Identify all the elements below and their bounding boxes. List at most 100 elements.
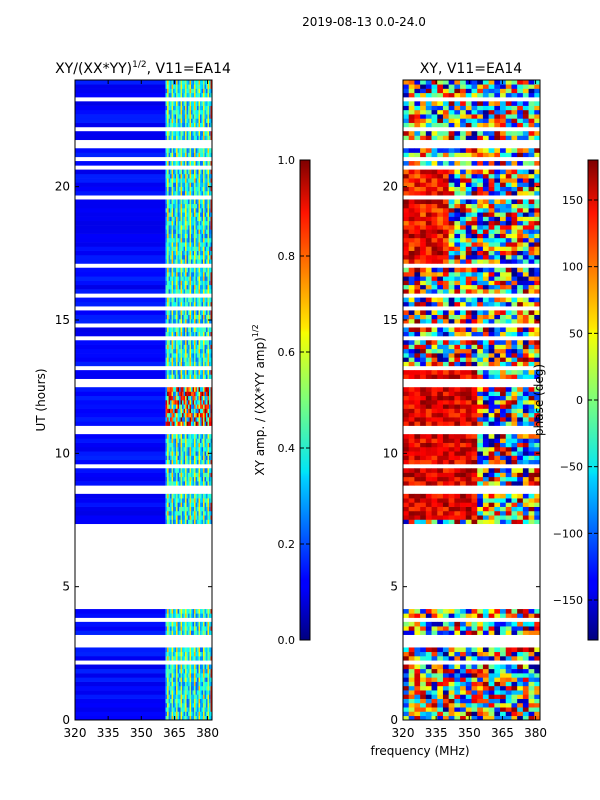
- left-heatmap-cell: [174, 80, 177, 85]
- left-heatmap-cell: [180, 472, 183, 478]
- left-heatmap-cell: [207, 668, 210, 674]
- right-heatmap-cell: [454, 361, 461, 367]
- left-heatmap-cell: [168, 451, 171, 456]
- left-heatmap-cell: [200, 498, 202, 503]
- left-heatmap-cell: [204, 327, 207, 333]
- left-heatmap-cell: [200, 267, 202, 273]
- right-heatmap-cell: [482, 438, 489, 443]
- left-heatmap-cell: [176, 498, 178, 503]
- right-heatmap-cell: [414, 301, 421, 307]
- left-heatmap-cell: [180, 668, 183, 674]
- right-heatmap-cell: [511, 609, 518, 614]
- left-heatmap-cell: [210, 690, 212, 695]
- left-heatmap-cell: [192, 711, 195, 717]
- left-heatmap-cell: [188, 331, 190, 337]
- left-heatmap-cell: [186, 656, 189, 661]
- right-heatmap-cell: [448, 408, 455, 414]
- right-heatmap-cell: [477, 702, 484, 708]
- left-heatmap-cell: [174, 344, 177, 350]
- right-heatmap-cell: [460, 698, 467, 704]
- left-heatmap-cell: [188, 237, 190, 243]
- right-heatmap-cell: [442, 493, 449, 499]
- right-heatmap-cell: [403, 387, 410, 392]
- right-heatmap-cell: [511, 289, 518, 294]
- right-heatmap-cell: [403, 370, 410, 375]
- right-heatmap-cell: [505, 370, 512, 375]
- left-heatmap-cell: [198, 515, 201, 520]
- right-heatmap-cell: [517, 455, 524, 461]
- left-heatmap-cell: [210, 609, 212, 614]
- left-heatmap-cell: [195, 446, 198, 452]
- right-heatmap-cell: [460, 519, 467, 525]
- left-heatmap-cell: [185, 690, 187, 695]
- left-heatmap-cell: [177, 212, 180, 217]
- left-heatmap-row: [75, 348, 166, 354]
- left-heatmap-cell: [203, 498, 205, 503]
- left-heatmap-cell: [206, 698, 208, 704]
- right-heatmap-cell: [522, 715, 529, 720]
- right-heatmap-cell: [477, 673, 484, 678]
- right-heatmap-cell: [522, 472, 529, 478]
- left-heatmap-cell: [189, 357, 192, 362]
- left-heatmap-cell: [186, 242, 189, 247]
- left-heatmap-cell: [179, 203, 181, 209]
- left-heatmap-row: [75, 715, 166, 720]
- left-heatmap-cell: [201, 621, 204, 627]
- left-heatmap-cell: [165, 455, 168, 461]
- left-heatmap-cell: [189, 186, 192, 192]
- left-heatmap-cell: [176, 340, 178, 345]
- left-heatmap-cell: [203, 327, 205, 333]
- right-heatmap-cell: [477, 493, 484, 499]
- left-heatmap-cell: [186, 327, 189, 333]
- right-heatmap-cell: [408, 344, 415, 350]
- left-heatmap-cell: [195, 173, 198, 179]
- left-heatmap-cell: [203, 131, 205, 136]
- left-heatmap-cell: [176, 668, 178, 674]
- right-heatmap-cell: [488, 284, 495, 290]
- right-heatmap-cell: [403, 280, 410, 286]
- right-heatmap-cell: [437, 387, 444, 392]
- right-heatmap-cell: [488, 357, 495, 362]
- left-heatmap-cell: [189, 208, 192, 213]
- right-heatmap-cell: [534, 348, 540, 354]
- right-heatmap-cell: [431, 370, 438, 375]
- right-heatmap-cell: [528, 395, 535, 401]
- left-heatmap-cell: [177, 621, 180, 627]
- left-heatmap-cell: [171, 289, 174, 294]
- right-heatmap-cell: [454, 340, 461, 345]
- left-heatmap-cell: [177, 417, 180, 422]
- left-heatmap-cell: [192, 481, 195, 486]
- left-heatmap-cell: [182, 668, 184, 674]
- left-heatmap-cell: [192, 297, 195, 303]
- left-heatmap-cell: [174, 519, 177, 525]
- right-heatmap-cell: [460, 647, 467, 653]
- left-heatmap-cell: [177, 267, 180, 273]
- right-heatmap-cell: [528, 314, 535, 320]
- left-heatmap-row: [75, 182, 166, 187]
- left-heatmap-cell: [167, 455, 169, 461]
- right-heatmap-cell: [534, 353, 540, 358]
- left-heatmap-cell: [198, 310, 201, 315]
- left-heatmap-cell: [195, 626, 198, 631]
- left-heatmap-cell: [197, 468, 199, 473]
- left-heatmap-cell: [182, 148, 184, 153]
- left-heatmap-cell: [188, 357, 190, 362]
- right-heatmap-cell: [471, 387, 478, 392]
- right-heatmap-cell: [425, 668, 432, 674]
- left-heatmap-cell: [165, 685, 168, 691]
- left-heatmap-cell: [186, 690, 189, 695]
- left-heatmap-row: [75, 109, 166, 115]
- left-heatmap-cell: [207, 408, 210, 414]
- right-heatmap-cell: [437, 438, 444, 443]
- left-heatmap-cell: [198, 370, 201, 375]
- left-heatmap-cell: [189, 310, 192, 315]
- left-heatmap-cell: [200, 109, 202, 115]
- left-heatmap-cell: [209, 656, 211, 661]
- left-heatmap-cell: [206, 673, 208, 678]
- left-heatmap-cell: [197, 310, 199, 315]
- left-heatmap-cell: [189, 515, 192, 520]
- right-heatmap-cell: [477, 651, 484, 657]
- left-heatmap-cell: [206, 668, 208, 674]
- left-heatmap-cell: [183, 361, 186, 367]
- left-heatmap-cell: [173, 101, 175, 106]
